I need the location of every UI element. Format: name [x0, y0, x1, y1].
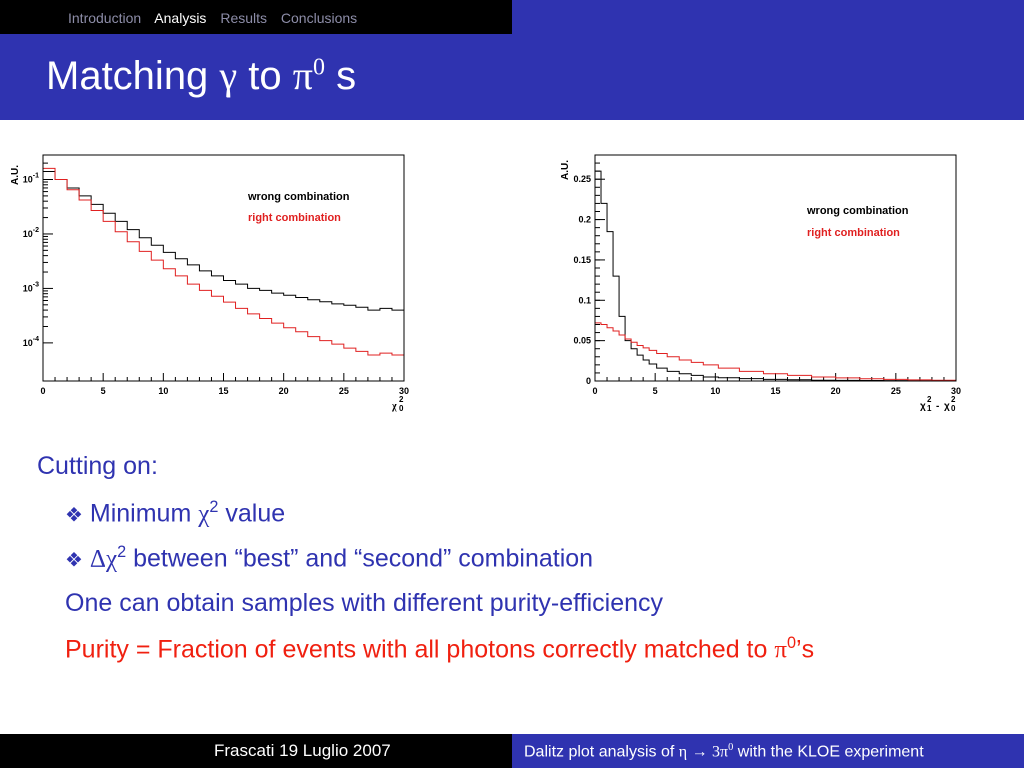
footer-eta: η — [678, 743, 688, 761]
plot2-xlabel-sub1: 1 — [927, 404, 932, 413]
bullet-item1-text-before: Minimum — [89, 499, 192, 528]
plot2-xlabel: χ 2 1 - χ 2 0 — [920, 395, 956, 413]
bullet-line-purity-efficiency: One can obtain samples with different pu… — [65, 589, 663, 617]
plot1-xtick-label: 0 — [40, 386, 45, 396]
footer-sup: 0 — [728, 742, 734, 753]
title-gamma: γ — [219, 53, 238, 98]
plot2-legend-right: right combination — [807, 227, 900, 239]
plot1-x-ticks: 0 5 10 15 20 25 30 — [40, 373, 409, 396]
footer-left: Frascati 19 Luglio 2007 — [0, 734, 512, 768]
delta-chi2-histogram-plot: A.U. 0.250.20.150.10.050 0 5 10 15 20 25 30 wr… — [560, 154, 961, 413]
footer-three-pi: 3π — [712, 743, 729, 761]
nav-items: Introduction Analysis Results Conclusion… — [68, 10, 367, 26]
nav-item-results[interactable]: Results — [220, 10, 268, 26]
title-to: to — [248, 54, 282, 98]
footer-date: Frascati 19 Luglio 2007 — [214, 741, 391, 760]
footer-talk-prefix: Dalitz plot analysis of — [524, 743, 675, 761]
plot1-series — [43, 167, 404, 356]
plot1-xlabel-sub: 0 — [399, 404, 404, 413]
bullet-item2-text-after: between “best” and “second” combination — [133, 544, 594, 573]
plot2-series — [595, 170, 956, 382]
bullet-item2-sup: 2 — [117, 543, 127, 561]
diamond-bullet-icon: ❖ — [65, 549, 83, 572]
diamond-bullet-icon: ❖ — [65, 504, 83, 527]
plot2-y-ticks: 0.25 0.2 0.15 0.1 0.05 0 — [573, 162, 605, 386]
plot2-legend-wrong: wrong combination — [806, 205, 909, 217]
plot1-ylabel: A.U. — [10, 165, 21, 185]
plot2-xlabel-sup1: 2 — [927, 395, 932, 404]
plot1-xlabel-chi: χ — [391, 401, 397, 412]
slide-title: Matching γ to π0 s — [46, 52, 356, 99]
plot1-legend-right: right combination — [248, 212, 341, 224]
plot2-series-right — [595, 322, 956, 381]
plot1-ytick-label: 10-2 — [23, 227, 39, 239]
title-text: Matching — [46, 54, 209, 98]
plot2-series-wrong — [595, 170, 956, 382]
title-suffix: s — [336, 54, 357, 98]
purity-suffix: ’s — [796, 635, 815, 664]
bullet-item-min-chi2: ❖ Minimum χ2 value — [65, 498, 285, 528]
footer-talk-suffix: with the KLOE experiment — [737, 743, 924, 761]
footer-right: Dalitz plot analysis of η → 3π0 with the… — [512, 734, 1024, 768]
bullet-item1-sup: 2 — [209, 498, 219, 516]
plot2-xtick-label: 0 — [592, 386, 597, 396]
plot1-xtick-label: 5 — [101, 386, 106, 396]
plot2-ytick-label: 0.2 — [578, 215, 591, 225]
footer-arrow: → — [691, 743, 708, 761]
purity-pi: π — [774, 636, 787, 664]
plot1-series-wrong — [43, 171, 404, 311]
plot2-ytick-label: 0.15 — [573, 255, 591, 265]
plot1-ytick-label: 10-3 — [23, 281, 39, 293]
plot1-xtick-label: 20 — [279, 386, 289, 396]
nav-item-introduction[interactable]: Introduction — [68, 10, 142, 26]
plot1-xlabel: χ 2 0 — [391, 395, 404, 413]
plot2-frame — [594, 154, 957, 382]
top-navigation-right — [512, 0, 1024, 34]
top-navigation-bar: Introduction Analysis Results Conclusion… — [0, 0, 512, 34]
plot2-xtick-label: 10 — [710, 386, 720, 396]
plot1-frame — [42, 154, 405, 382]
purity-sup: 0 — [786, 634, 797, 652]
plot2-xlabel-dash: - — [936, 401, 939, 412]
bullet-heading: Cutting on: — [37, 452, 158, 480]
plot2-xlabel-sup0: 2 — [951, 395, 956, 404]
purity-text: Purity = Fraction of events with all pho… — [65, 635, 768, 664]
plot2-xtick-label: 15 — [770, 386, 780, 396]
plot2-xtick-label: 5 — [653, 386, 658, 396]
plot2-ylabel: A.U. — [560, 160, 571, 180]
bullet-item1-chi: χ — [198, 500, 210, 528]
plot2-xlabel-chi0: χ — [944, 401, 950, 412]
plot1-xtick-label: 30 — [399, 386, 409, 396]
plot2-xtick-label: 30 — [951, 386, 961, 396]
plot1-y-ticks: 10-1 10-2 10-3 10-4 — [23, 162, 53, 348]
footer-talk-title: Dalitz plot analysis of η → 3π0 with the… — [524, 742, 924, 761]
plot1-series-right — [43, 167, 404, 356]
nav-item-conclusions[interactable]: Conclusions — [280, 10, 358, 26]
plot1-legend-wrong: wrong combination — [247, 191, 350, 203]
plot2-xlabel-chi1: χ — [920, 401, 926, 412]
bullet-item2-delta: Δχ — [89, 545, 118, 573]
plot2-ytick-label: 0.1 — [578, 295, 591, 305]
plot1-xtick-label: 15 — [218, 386, 228, 396]
bullet-line-purity-definition: Purity = Fraction of events with all pho… — [65, 634, 814, 664]
title-sup: 0 — [312, 54, 325, 81]
title-pi: π — [292, 53, 313, 98]
plot2-x-ticks: 0 5 10 15 20 25 30 — [592, 373, 961, 396]
chi2-histogram-plot: A.U. 10-110-210-310-4 0 5 10 15 20 25 30 wrong… — [10, 154, 409, 413]
bullet-item-delta-chi2: ❖ Δχ2 between “best” and “second” combin… — [65, 543, 593, 573]
plot2-ytick-label: 0.05 — [573, 336, 591, 346]
plot2-xtick-label: 25 — [891, 386, 901, 396]
plot2-ytick-label: 0.25 — [573, 174, 591, 184]
plot1-ytick-label: 10-4 — [23, 336, 39, 348]
plot2-xtick-label: 20 — [831, 386, 841, 396]
plot1-ytick-label: 10-1 — [23, 173, 39, 185]
nav-item-analysis[interactable]: Analysis — [154, 10, 207, 26]
title-bar: Matching γ to π0 s — [0, 34, 1024, 120]
plot2-ytick-label: 0 — [586, 376, 591, 386]
plot1-xlabel-sup: 2 — [399, 395, 404, 404]
plot1-xtick-label: 10 — [158, 386, 168, 396]
plot1-xtick-label: 25 — [339, 386, 349, 396]
plot2-xlabel-sub0: 0 — [951, 404, 956, 413]
bullet-item1-text-after: value — [225, 499, 286, 528]
